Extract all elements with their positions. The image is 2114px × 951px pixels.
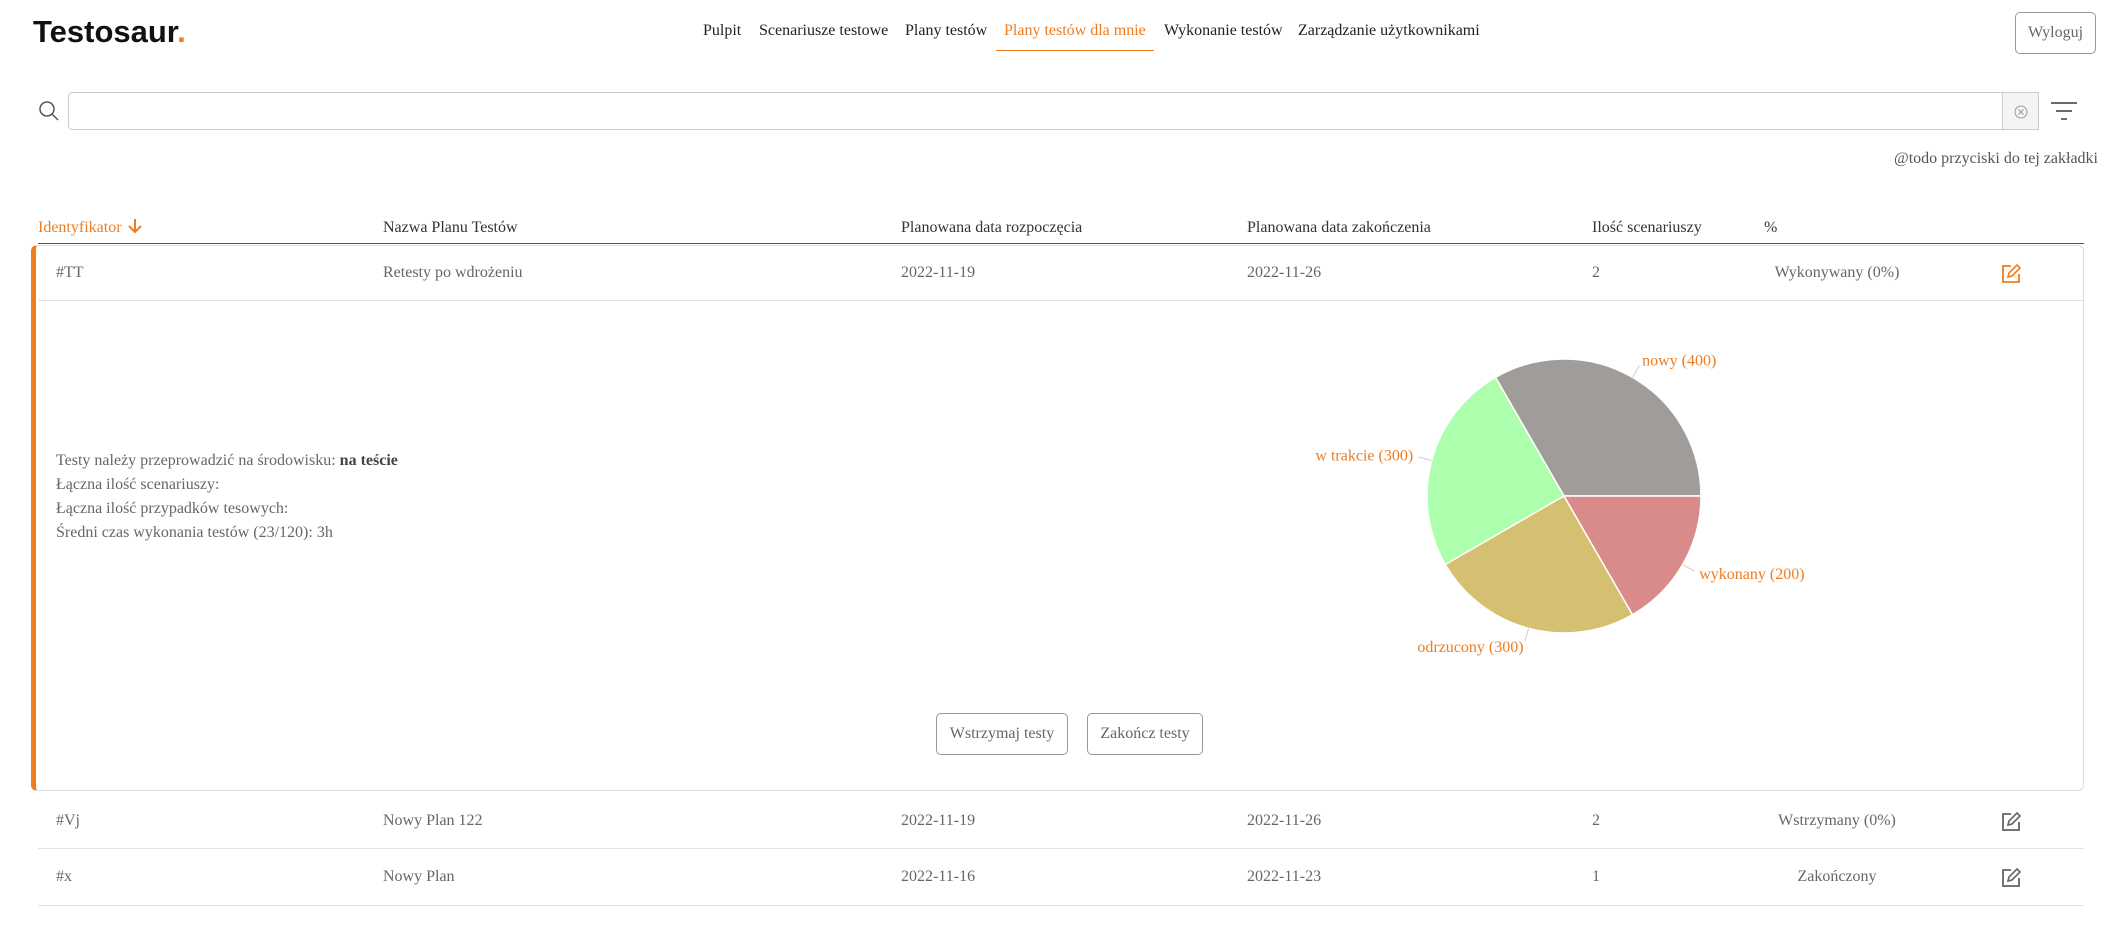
table-cell: Retesty po wdrożeniu xyxy=(383,264,523,281)
leader-line xyxy=(1524,628,1530,642)
table-cell: 2 xyxy=(1592,264,1600,281)
filter-button[interactable] xyxy=(2050,100,2078,122)
table-cell: 2022-11-23 xyxy=(1247,868,1322,885)
column-header[interactable]: Planowana data zakończenia xyxy=(1247,219,1431,236)
nav-link[interactable]: Pulpit xyxy=(703,22,742,39)
table-cell: 2022-11-16 xyxy=(901,868,976,885)
logout-button[interactable]: Wyloguj xyxy=(2015,12,2096,54)
nav-link[interactable]: Wykonanie testów xyxy=(1164,22,1283,39)
nav-link[interactable]: Plany testów xyxy=(905,22,988,39)
slice-label: odrzucony (300) xyxy=(1417,639,1523,656)
nav-link-active[interactable]: Plany testów dla mnie xyxy=(996,22,1154,51)
header-line xyxy=(38,243,2084,244)
table-cell: 2 xyxy=(1592,812,1600,829)
edit-button[interactable] xyxy=(2000,263,2022,290)
row-separator xyxy=(38,300,2084,301)
edit-button[interactable] xyxy=(2000,811,2022,838)
details: Testy należy przeprowadzić na środowisku… xyxy=(56,449,398,545)
details-line: Średni czas wykonania testów (23/120): 3… xyxy=(56,524,333,541)
finish-button[interactable]: Zakończ testy xyxy=(1087,713,1203,755)
sort-header[interactable]: Identyfikator xyxy=(38,217,144,237)
table-cell: #x xyxy=(56,868,72,885)
slice-label: wykonany (200) xyxy=(1699,566,1804,583)
table-cell: Nowy Plan 122 xyxy=(383,812,483,829)
pause-button[interactable]: Wstrzymaj testy xyxy=(936,713,1068,755)
table-cell: #Vj xyxy=(56,812,80,829)
edit-button[interactable] xyxy=(2000,867,2022,894)
table-cell: 2022-11-19 xyxy=(901,264,976,281)
nav-link[interactable]: Scenariusze testowe xyxy=(759,22,889,39)
expanded-row xyxy=(31,245,2084,791)
pie-slice xyxy=(1444,494,1634,634)
clear-button[interactable] xyxy=(2003,92,2039,130)
table-cell: 1 xyxy=(1592,868,1600,885)
status-cell: Zakończony xyxy=(1797,868,1877,885)
leader-line xyxy=(1682,564,1695,572)
row-separator xyxy=(38,905,2084,906)
leader-line xyxy=(1418,456,1432,462)
status-cell: Wstrzymany (0%) xyxy=(1778,812,1896,829)
pie-slice xyxy=(1426,376,1566,566)
status-cell: Wykonywany (0%) xyxy=(1774,264,1900,281)
slice-label: w trakcie (300) xyxy=(1315,448,1413,465)
env-value: na teście xyxy=(339,452,398,469)
column-header[interactable]: % xyxy=(1764,219,1778,236)
leader-line xyxy=(1632,365,1640,378)
table-cell: Nowy Plan xyxy=(383,868,455,885)
table-cell: 2022-11-26 xyxy=(1247,264,1322,281)
slice-label: nowy (400) xyxy=(1642,353,1716,370)
details-line: Łączna ilość przypadków tesowych: xyxy=(56,500,289,517)
logo[interactable]: Testosaur. xyxy=(33,14,186,50)
column-header[interactable]: Nazwa Planu Testów xyxy=(383,219,518,236)
search-icon xyxy=(39,101,59,121)
nav-link[interactable]: Zarządzanie użytkownikami xyxy=(1298,22,1480,39)
logo-text[interactable]: Testosaur xyxy=(33,14,178,49)
column-header[interactable]: Ilość scenariuszy xyxy=(1592,219,1702,236)
env-label: Testy należy przeprowadzić na środowisku… xyxy=(56,452,336,469)
pie-slice xyxy=(1562,495,1702,616)
logo-dot: . xyxy=(177,14,186,49)
table-cell: 2022-11-19 xyxy=(901,812,976,829)
table-cell: #TT xyxy=(56,264,84,281)
pie-chart: nowy (400) w trakcie (300) odrzucony (300)… xyxy=(1315,353,1804,656)
search-input[interactable] xyxy=(68,92,2003,130)
details-line: Łączna ilość scenariuszy: xyxy=(56,476,220,493)
details-line: Testy należy przeprowadzić na środowisku… xyxy=(56,449,398,473)
todo-note: @todo przyciski do tej zakładki xyxy=(1893,150,2098,167)
row-separator xyxy=(38,848,2084,849)
table-cell: 2022-11-26 xyxy=(1247,812,1322,829)
column-header[interactable]: Planowana data rozpoczęcia xyxy=(901,219,1083,236)
column-header[interactable]: Identyfikator xyxy=(38,219,122,236)
